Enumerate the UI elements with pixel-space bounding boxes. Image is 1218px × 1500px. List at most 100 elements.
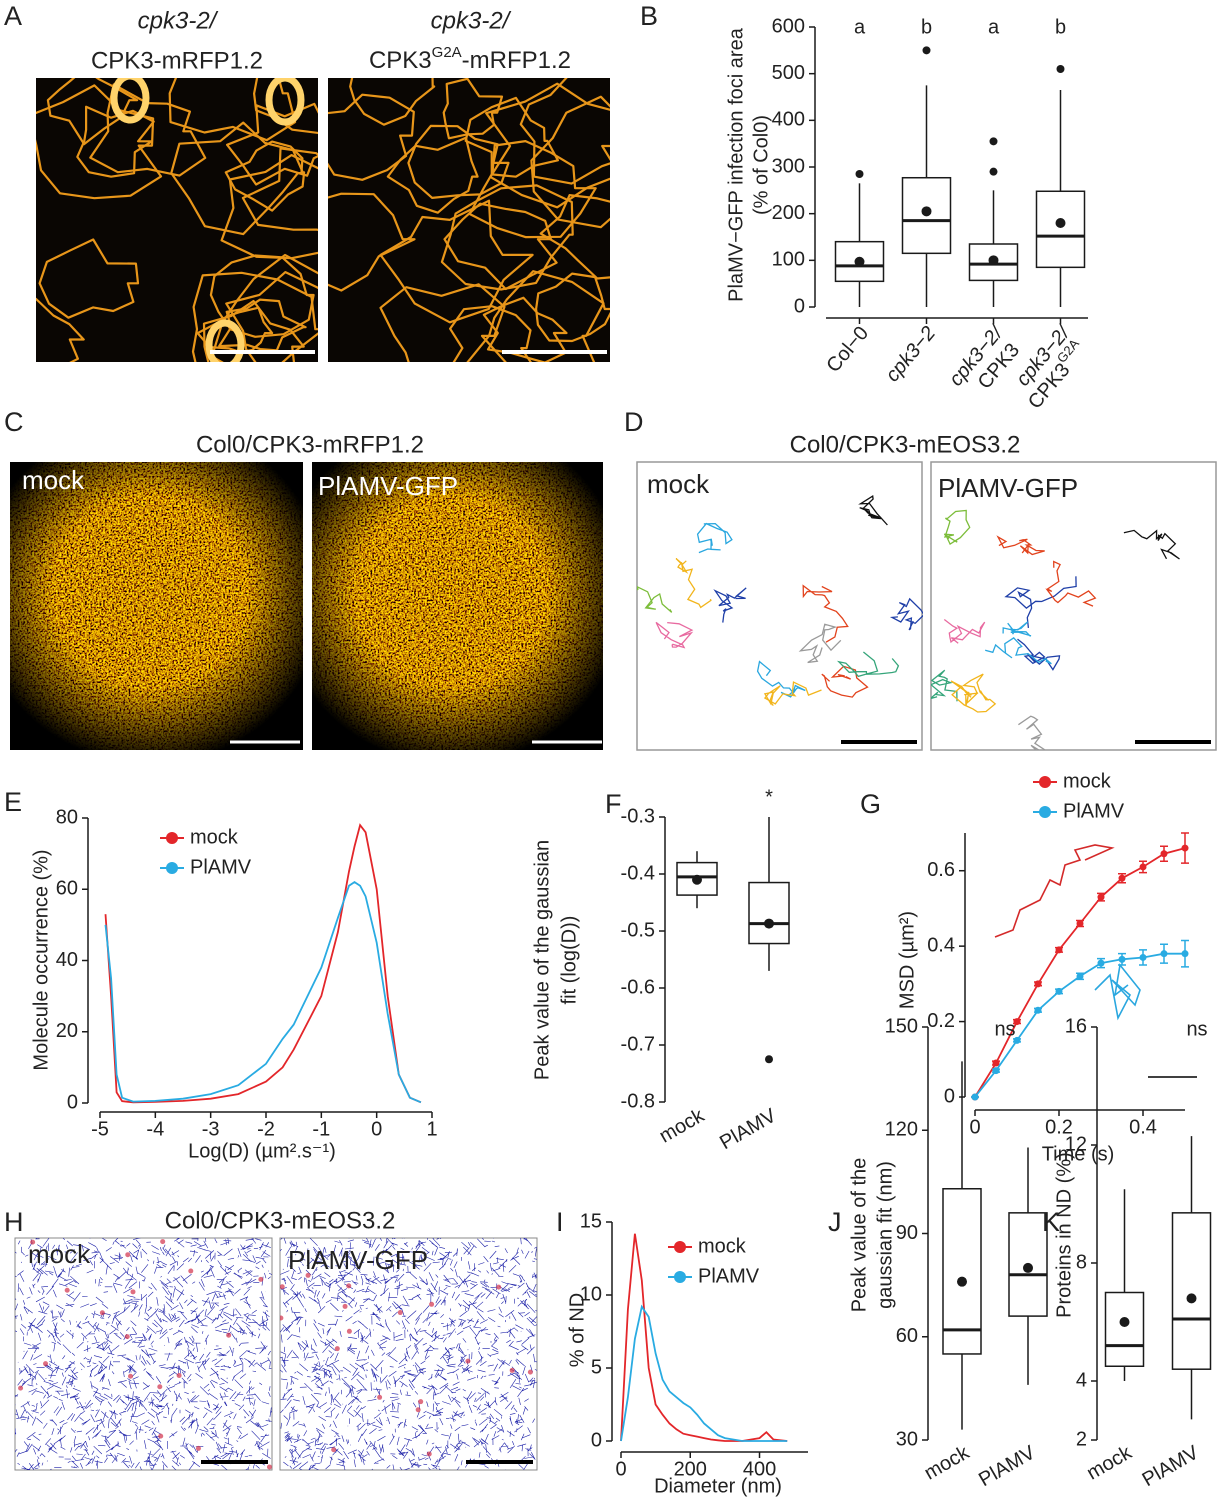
- legend-dot: [1039, 806, 1051, 818]
- cluster: [128, 1373, 134, 1379]
- point: [1181, 950, 1189, 958]
- box: [942, 1188, 982, 1355]
- cell-outline: [440, 184, 574, 291]
- image-title: Col0/CPK3-mEOS3.2: [165, 1207, 396, 1234]
- cluster: [258, 1276, 264, 1282]
- cluster: [334, 1346, 340, 1352]
- cell-outline: [241, 147, 318, 232]
- y-axis-label: Peak value of the gaussian: [531, 840, 553, 1080]
- track: [798, 623, 842, 664]
- legend-dot: [166, 832, 178, 844]
- track: [943, 509, 971, 546]
- y-axis-label: Molecule occurrence (%): [30, 849, 52, 1070]
- panel-letter: C: [4, 407, 24, 437]
- significance-letter: a: [854, 16, 866, 38]
- cell-outline: [209, 254, 315, 338]
- track: [675, 558, 712, 609]
- y-axis-label: MSD (µm²): [896, 911, 918, 1009]
- mean: [692, 874, 702, 885]
- cell-outline: [407, 124, 510, 199]
- cell-outline: [535, 272, 610, 343]
- y-tick-label: -0.7: [621, 1033, 655, 1055]
- y-tick-label: 600: [772, 15, 805, 37]
- cell-outline: [485, 82, 610, 209]
- legend-label: mock: [190, 826, 239, 848]
- cluster: [157, 1384, 163, 1390]
- cluster: [43, 1361, 49, 1367]
- point: [1097, 959, 1105, 967]
- outlier: [989, 167, 998, 176]
- track: [802, 584, 849, 643]
- y-axis-label: % of ND: [566, 1293, 588, 1367]
- point: [1139, 953, 1147, 961]
- y-tick-label: 8: [1076, 1251, 1087, 1273]
- significance-letter: a: [988, 16, 1000, 38]
- track: [1002, 621, 1032, 637]
- cluster: [176, 1373, 182, 1379]
- category-text: PlAMV: [975, 1442, 1040, 1492]
- tracks: [637, 495, 923, 706]
- y-axis-label: Proteins in ND (%): [1053, 1152, 1075, 1318]
- x-axis-label: Log(D) (µm².s⁻¹): [188, 1140, 336, 1162]
- track: [1045, 560, 1097, 607]
- category-text: mock: [656, 1104, 709, 1147]
- point: [1160, 850, 1168, 858]
- cluster: [160, 1239, 166, 1245]
- legend-dot: [674, 1271, 686, 1283]
- mesh: [280, 1238, 537, 1470]
- point: [1097, 893, 1105, 901]
- y-axis-label: Peak value of the: [848, 1158, 870, 1313]
- micrograph-signal: [10, 462, 303, 750]
- cluster: [377, 1394, 383, 1400]
- x-tick-label: PlAMV: [975, 1442, 1040, 1492]
- outlier: [922, 46, 931, 55]
- cell-outline: [530, 95, 610, 229]
- box: [1104, 1291, 1145, 1367]
- track: [713, 587, 747, 623]
- category-text: Col−0: [823, 322, 874, 377]
- legend-label: PlAMV: [190, 856, 252, 878]
- x-tick-label: -1: [312, 1118, 330, 1140]
- cell-outline: [253, 78, 318, 135]
- track: [858, 495, 888, 526]
- cluster: [305, 1272, 311, 1278]
- point: [1076, 972, 1084, 980]
- x-tick-label: 0.2: [1045, 1116, 1073, 1138]
- point: [1160, 950, 1168, 958]
- y-tick-label: -0.5: [621, 919, 655, 941]
- cell-outline: [466, 270, 605, 362]
- x-tick-label: 0: [969, 1116, 980, 1138]
- cell-outlines: [36, 78, 318, 362]
- y-axis-label: gaussian fit (nm): [874, 1161, 896, 1309]
- mean: [1055, 218, 1066, 228]
- panel-letter: J: [828, 1207, 842, 1237]
- y-tick-label: 30: [896, 1428, 918, 1450]
- cell-outline: [46, 78, 139, 146]
- point: [1055, 946, 1063, 954]
- inset-track: [1094, 963, 1141, 1021]
- micrograph-signal: [312, 462, 603, 750]
- mean: [1119, 1317, 1130, 1327]
- track: [821, 665, 869, 698]
- cell-outline: [226, 102, 318, 186]
- track: [836, 651, 900, 678]
- track: [1004, 576, 1077, 628]
- panel-letter: A: [4, 1, 22, 31]
- x-tick-label: -2: [257, 1118, 275, 1140]
- legend-label: mock: [1063, 770, 1112, 792]
- cluster: [527, 1369, 533, 1375]
- cluster: [195, 1445, 201, 1451]
- series-line: [620, 1304, 788, 1442]
- y-tick-label: 15: [580, 1210, 602, 1232]
- y-tick-label: 5: [591, 1356, 602, 1378]
- panel-letter: K: [1042, 1207, 1060, 1237]
- y-tick-label: 16: [1065, 1015, 1087, 1037]
- y-tick-label: -0.8: [621, 1090, 655, 1112]
- cluster: [346, 1283, 352, 1289]
- panel-letter: H: [4, 1207, 24, 1237]
- image-title: cpk3-2/: [431, 7, 512, 34]
- cell-outline: [328, 93, 415, 181]
- inset-track: [994, 844, 1115, 938]
- y-tick-label: 0: [591, 1429, 602, 1451]
